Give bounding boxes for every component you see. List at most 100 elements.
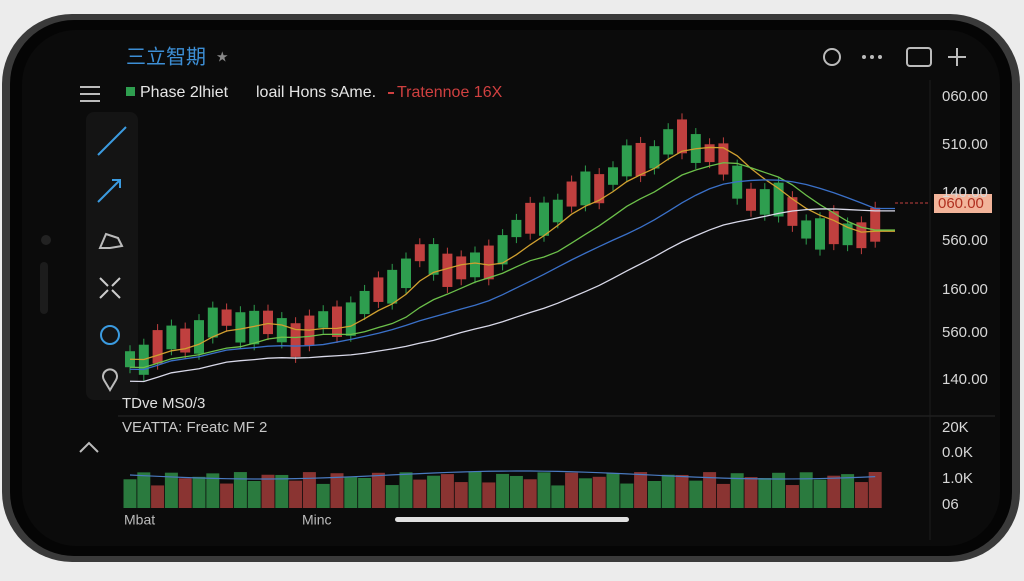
legend-item: Tratennoe 16X bbox=[397, 84, 503, 101]
candle bbox=[345, 302, 356, 336]
candle bbox=[525, 202, 536, 234]
volume-bar bbox=[385, 485, 399, 508]
legend-item: Phase 2lhiet bbox=[140, 84, 229, 101]
candle bbox=[428, 244, 439, 275]
sensor bbox=[40, 262, 48, 314]
top-icons bbox=[79, 47, 966, 453]
candle bbox=[511, 219, 522, 238]
volume-bar bbox=[440, 474, 454, 508]
price-axis-label: 560.00 bbox=[942, 324, 988, 341]
volume-bar bbox=[868, 472, 882, 508]
volume-axis-label: 06 bbox=[942, 496, 959, 513]
shape-tool[interactable] bbox=[98, 232, 124, 249]
candle bbox=[704, 144, 715, 163]
price-axis-label: 140.00 bbox=[942, 371, 988, 388]
volume-bar bbox=[164, 472, 178, 508]
volume-bar bbox=[772, 472, 786, 508]
candle bbox=[539, 202, 549, 236]
volume-bar bbox=[289, 480, 303, 508]
volume-bar bbox=[247, 480, 261, 508]
volume-bar bbox=[620, 483, 634, 508]
window-icon[interactable] bbox=[906, 47, 932, 67]
arrow-tool[interactable] bbox=[97, 179, 121, 203]
home-indicator bbox=[395, 517, 629, 522]
volume-bar bbox=[675, 474, 689, 508]
line-tool[interactable] bbox=[97, 126, 127, 156]
indicator-label: TDve MS0/3 bbox=[122, 395, 205, 412]
candle bbox=[318, 311, 329, 328]
legend-item: loail Hons sAme. bbox=[256, 84, 376, 101]
settings-tool[interactable] bbox=[100, 325, 120, 345]
volume-axis-label: 20K bbox=[942, 419, 969, 436]
candle bbox=[359, 290, 370, 315]
volume-bar bbox=[371, 472, 385, 508]
volume-bar bbox=[813, 479, 827, 508]
price-axis-label: 510.00 bbox=[942, 136, 988, 153]
candle bbox=[566, 181, 577, 207]
candle bbox=[677, 119, 687, 154]
volume-bar bbox=[647, 480, 661, 508]
volume-bar bbox=[137, 472, 151, 508]
candle bbox=[815, 218, 825, 250]
volume-bar bbox=[233, 472, 247, 508]
moving-average bbox=[129, 146, 895, 361]
candle bbox=[180, 328, 191, 353]
add-icon[interactable] bbox=[948, 48, 966, 66]
volume-bar bbox=[551, 485, 565, 508]
candle bbox=[152, 330, 163, 364]
collapse-icon[interactable] bbox=[79, 441, 99, 453]
volume-bar bbox=[785, 485, 799, 508]
legend-swatch bbox=[126, 87, 135, 96]
volume-bar bbox=[730, 473, 744, 508]
candle bbox=[594, 174, 605, 204]
candle bbox=[635, 142, 646, 177]
measure-tool[interactable] bbox=[99, 277, 121, 299]
volume-bar bbox=[592, 476, 606, 508]
volume-bar bbox=[413, 479, 427, 508]
menu-icon[interactable] bbox=[80, 86, 100, 102]
volume-bar bbox=[220, 483, 234, 508]
more-icon[interactable] bbox=[862, 55, 882, 59]
volume-bar bbox=[606, 473, 620, 508]
candle bbox=[870, 207, 881, 242]
candle bbox=[842, 223, 853, 246]
pin-tool[interactable] bbox=[102, 368, 118, 392]
candle bbox=[759, 189, 770, 215]
candle bbox=[773, 182, 784, 217]
volume-average bbox=[129, 470, 876, 480]
candle bbox=[801, 220, 812, 239]
time-label: Mbat bbox=[124, 512, 155, 528]
volume-label: VEATTA: Freatc MF 2 bbox=[122, 419, 267, 436]
volume-bar bbox=[330, 473, 344, 508]
volume-bar bbox=[744, 477, 758, 508]
volume-bar bbox=[703, 472, 717, 508]
star-icon[interactable]: ★ bbox=[216, 49, 229, 65]
volume-bar bbox=[468, 472, 482, 508]
alert-icon[interactable] bbox=[823, 48, 841, 66]
volume-bar bbox=[565, 472, 579, 508]
candle bbox=[649, 146, 660, 169]
volume-bar bbox=[482, 482, 496, 508]
candle bbox=[373, 277, 384, 302]
moving-average bbox=[129, 162, 895, 369]
price-axis-label: 060.00 bbox=[942, 88, 988, 105]
volume-bar bbox=[316, 483, 330, 508]
candle bbox=[470, 252, 480, 278]
volume-bar bbox=[758, 477, 772, 508]
volume-bar bbox=[841, 474, 855, 508]
candle bbox=[746, 188, 756, 211]
volume-bar bbox=[344, 477, 358, 508]
candle bbox=[483, 245, 494, 280]
price-axis-label: 140.00 bbox=[942, 184, 988, 201]
candle bbox=[235, 312, 246, 343]
moving-average bbox=[129, 179, 895, 371]
candle bbox=[663, 129, 674, 155]
volume-bar bbox=[509, 475, 523, 508]
volume-bar bbox=[358, 477, 372, 508]
candle bbox=[856, 222, 867, 249]
volume-bar bbox=[854, 482, 868, 508]
volume-bars bbox=[123, 472, 882, 508]
candle bbox=[580, 171, 591, 206]
